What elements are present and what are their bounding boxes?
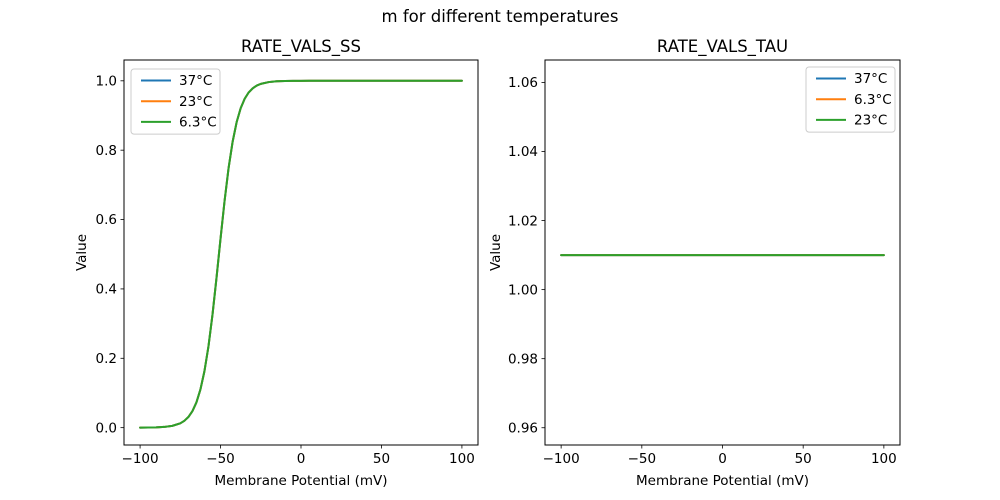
x-tick-label: 100 <box>871 451 897 467</box>
x-tick-label: −100 <box>543 451 580 467</box>
legend-frame <box>805 66 896 133</box>
subplot-0: −100 −50 0 50 100 0.0 0.2 0.4 0.6 0.8 1.0 RATE_VALS… <box>74 37 479 489</box>
x-tick-label: 0 <box>297 451 306 467</box>
x-axis-label: Membrane Potential (mV) <box>636 473 809 489</box>
y-axis-label: Value <box>74 234 90 271</box>
y-axis-label: Value <box>488 234 504 271</box>
y-tick-label: 1.06 <box>508 75 538 91</box>
subplot-title: RATE_VALS_SS <box>241 37 361 57</box>
legend-label-2: 23°C <box>854 113 887 129</box>
x-tick-label: 100 <box>449 451 475 467</box>
y-tick-label: 0.4 <box>96 282 117 298</box>
x-tick-label: −100 <box>122 451 159 467</box>
legend-label-2: 6.3°C <box>179 115 217 131</box>
legend-label-0: 37°C <box>854 71 887 87</box>
y-tick-label: 1.00 <box>508 282 538 298</box>
x-tick-label: 0 <box>718 451 727 467</box>
y-tick-label: 0.8 <box>96 143 117 159</box>
subplot-1: −100 −50 0 50 100 0.96 0.98 1.00 1.02 1.04 1.06 RAT… <box>488 37 901 489</box>
legend-label-0: 37°C <box>179 73 212 89</box>
legend: 37°C 6.3°C 23°C <box>805 66 896 133</box>
y-tick-label: 0.6 <box>96 212 117 228</box>
y-tick-label: 0.96 <box>508 420 538 436</box>
legend: 37°C 23°C 6.3°C <box>130 68 221 135</box>
series-line-2 <box>139 79 463 429</box>
legend-label-1: 6.3°C <box>854 92 892 108</box>
subplot-title: RATE_VALS_TAU <box>657 37 788 57</box>
y-tick-label: 1.0 <box>96 74 117 90</box>
figure-suptitle: m for different temperatures <box>381 7 619 26</box>
x-tick-label: −50 <box>628 451 657 467</box>
x-axis-label: Membrane Potential (mV) <box>214 473 387 489</box>
y-tick-label: 0.2 <box>96 351 117 367</box>
y-tick-label: 1.02 <box>508 213 538 229</box>
x-tick-label: 50 <box>373 451 390 467</box>
x-tick-label: 50 <box>795 451 812 467</box>
x-tick-label: −50 <box>206 451 235 467</box>
y-tick-label: 0.98 <box>508 351 538 367</box>
legend-frame <box>130 68 221 135</box>
legend-label-1: 23°C <box>179 94 212 110</box>
y-tick-label: 1.04 <box>508 144 538 160</box>
y-tick-label: 0.0 <box>96 420 117 436</box>
